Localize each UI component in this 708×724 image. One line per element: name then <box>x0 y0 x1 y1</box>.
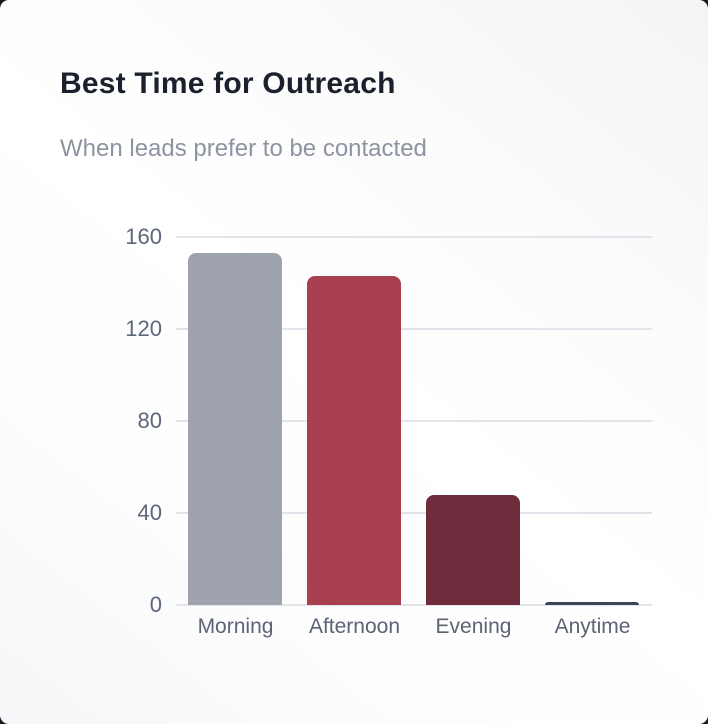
bar-afternoon[interactable] <box>307 276 401 605</box>
y-tick-label-40: 40 <box>137 500 162 525</box>
gridline-160 <box>176 236 652 238</box>
bar-morning[interactable] <box>188 253 282 605</box>
chart-title: Best Time for Outreach <box>60 67 396 100</box>
gridline-0 <box>176 604 652 606</box>
x-tick-label-evening: Evening <box>435 615 512 638</box>
plot-area <box>176 236 652 606</box>
y-tick-label-0: 0 <box>149 592 162 617</box>
x-tick-label-morning: Morning <box>197 615 274 638</box>
y-tick-label-80: 80 <box>137 408 162 433</box>
x-tick-label-anytime: Anytime <box>554 615 631 638</box>
x-tick-label-afternoon: Afternoon <box>308 615 401 638</box>
bar-anytime[interactable] <box>545 602 639 605</box>
gridline-80 <box>176 420 652 422</box>
gridline-120 <box>176 328 652 330</box>
chart-subtitle: When leads prefer to be contacted <box>60 135 427 162</box>
y-tick-label-160: 160 <box>125 224 162 249</box>
y-tick-label-120: 120 <box>125 316 162 341</box>
bar-evening[interactable] <box>426 495 520 605</box>
gridline-40 <box>176 512 652 514</box>
